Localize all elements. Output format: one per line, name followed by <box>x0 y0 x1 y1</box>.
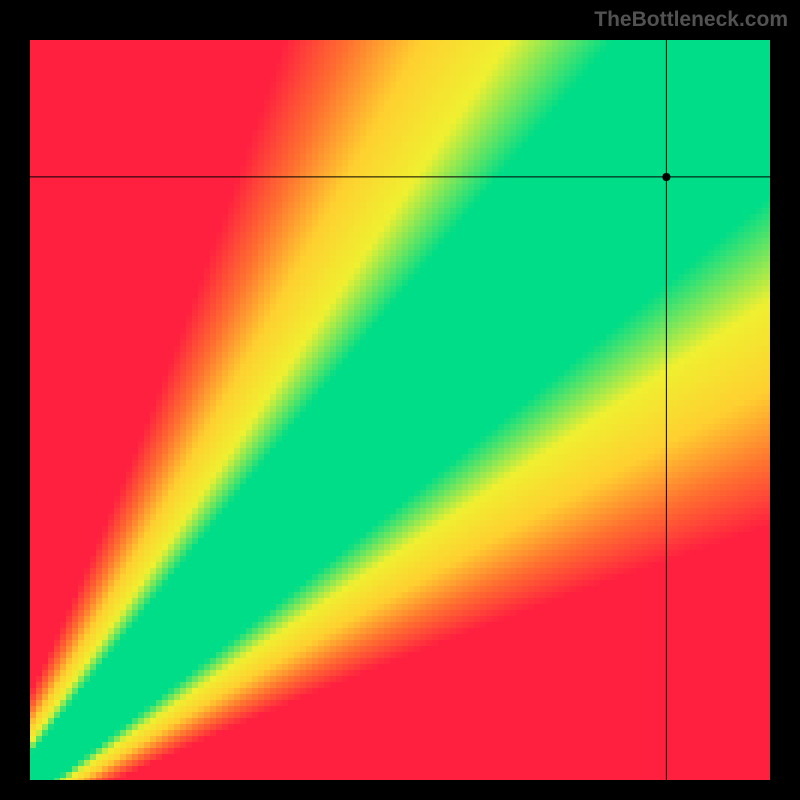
bottleneck-heatmap <box>30 40 770 780</box>
heatmap-canvas <box>30 40 770 780</box>
watermark-text: TheBottleneck.com <box>594 8 788 32</box>
